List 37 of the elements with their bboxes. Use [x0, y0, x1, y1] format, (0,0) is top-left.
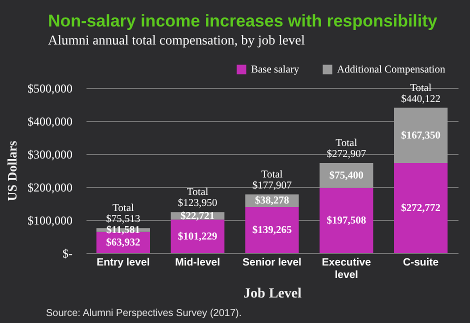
- y-tick-label: $200,000: [28, 180, 72, 194]
- data-label: $272,772: [401, 202, 440, 214]
- data-label: $63,932: [106, 237, 140, 248]
- y-tick-label: $400,000: [28, 114, 72, 128]
- y-axis-title: US Dollars: [4, 140, 20, 202]
- bar: [170, 220, 224, 253]
- y-tick-label: $500,000: [28, 82, 72, 96]
- data-label: $75,400: [329, 170, 364, 182]
- y-tick-label: $-: [62, 246, 72, 260]
- x-tick-label: Senior level: [242, 256, 302, 268]
- source-note: Source: Alumni Perspectives Survey (2017).: [45, 308, 243, 319]
- data-label: $197,508: [326, 215, 366, 226]
- total-label: Total $272,907: [326, 138, 366, 160]
- data-label: $167,350: [401, 130, 440, 142]
- data-label: $22,721: [180, 210, 215, 222]
- total-label: Total $75,513: [106, 203, 140, 226]
- chart-subtitle: Alumni annual total compensation, by job level: [48, 32, 306, 48]
- legend-label: Base salary: [251, 64, 300, 76]
- bar: [394, 108, 448, 163]
- x-tick-label: Executive level: [322, 256, 372, 281]
- bar: [320, 188, 374, 253]
- legend-label: Additional Compensation: [337, 64, 446, 76]
- data-label: $101,229: [178, 231, 218, 242]
- chart-title: Non-salary income increases with responsibility: [48, 12, 438, 30]
- data-label: $139,265: [252, 225, 292, 236]
- total-label: Total $177,907: [252, 169, 292, 192]
- x-tick-label: C-suite: [403, 256, 439, 268]
- x-tick-label: Entry level: [96, 256, 150, 268]
- x-axis-title: Job Level: [244, 286, 302, 302]
- total-label: Total $123,950: [178, 187, 218, 210]
- x-tick-label: Mid-level: [175, 256, 220, 268]
- y-tick-label: $300,000: [28, 148, 72, 162]
- bar: [394, 162, 448, 253]
- data-label: $38,278: [254, 196, 290, 207]
- y-tick-label: $100,000: [28, 214, 72, 228]
- total-label: Total $440,122: [401, 82, 440, 105]
- bar: [245, 207, 299, 253]
